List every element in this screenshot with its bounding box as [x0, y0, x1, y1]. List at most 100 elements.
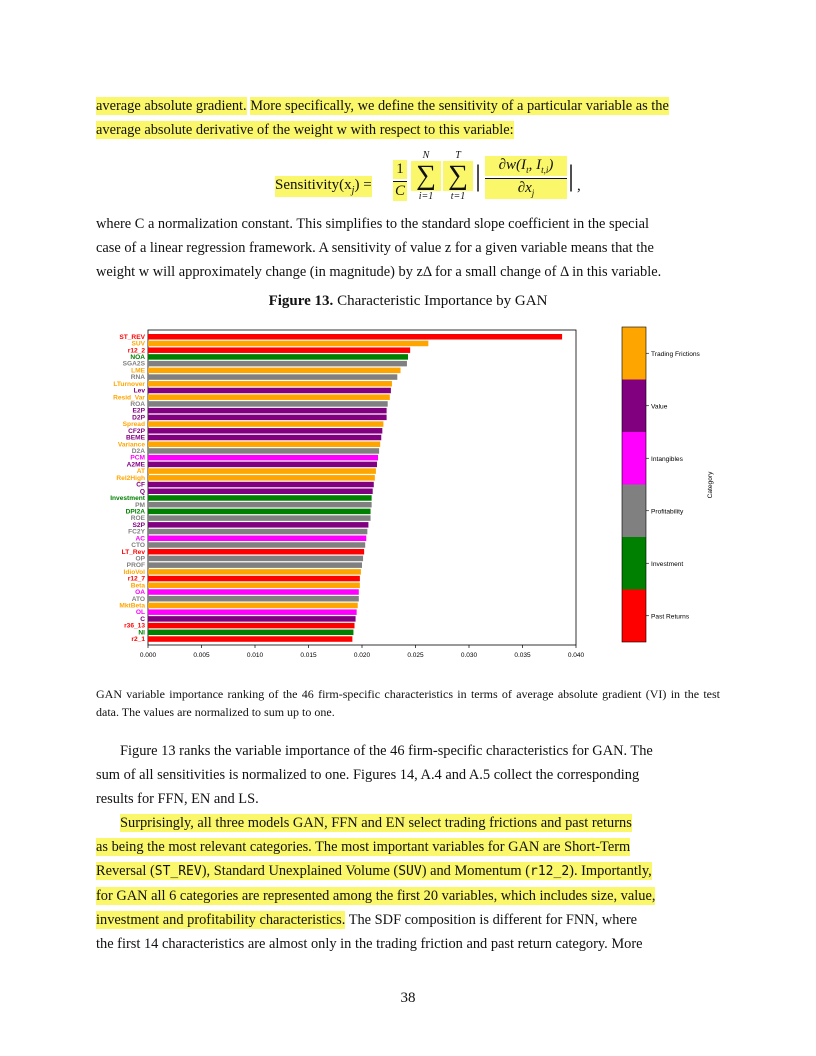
bar-label: D2P — [132, 414, 145, 421]
bottom-paragraph-2: Surprisingly, all three models GAN, FFN … — [96, 811, 720, 956]
equation-lhs: Sensitivity(xj) = — [275, 176, 372, 197]
bar-label: ROA — [130, 401, 145, 408]
bar — [148, 475, 375, 481]
sum-i: N ∑ i=1 — [411, 150, 441, 202]
page-number: 38 — [400, 990, 416, 1006]
x-tick-label: 0.025 — [407, 652, 424, 659]
highlight: average absolute gradient. — [96, 97, 247, 115]
bar-label: Investment — [110, 495, 146, 502]
bar-label: ST_REV — [119, 334, 145, 341]
x-tick-label: 0.040 — [568, 652, 585, 659]
bar-label: S2P — [133, 522, 146, 529]
text-line: sum of all sensitivities is normalized t… — [96, 767, 640, 783]
bar-label: DPI2A — [126, 508, 146, 515]
bar-label: LTurnover — [113, 381, 145, 388]
bar — [148, 636, 353, 642]
colorbar-label: Trading Frictions — [651, 351, 701, 358]
bar-label: r2_1 — [131, 636, 145, 643]
bar — [148, 461, 377, 468]
bar-label: OL — [136, 609, 145, 616]
bar — [148, 374, 398, 380]
colorbar-segment — [622, 432, 646, 485]
x-tick-label: 0.030 — [461, 652, 478, 659]
abs-bar-right: | — [568, 159, 575, 192]
bar — [148, 488, 373, 495]
bar — [148, 569, 361, 575]
highlight: Surprisingly, all three models GAN, FFN … — [120, 814, 632, 832]
bar — [148, 421, 384, 427]
bar-label: ROE — [131, 515, 146, 522]
bar — [148, 387, 391, 394]
bar-label: MktBeta — [119, 603, 145, 610]
bar — [148, 528, 368, 535]
bar — [148, 548, 365, 555]
bar-label: LME — [131, 367, 146, 374]
bar — [148, 354, 409, 360]
sensitivity-equation: Sensitivity(xj) = 1 C N ∑ i=1 T ∑ t=1 | … — [275, 150, 581, 220]
bar-label: r12_7 — [128, 576, 146, 583]
bar — [148, 589, 359, 595]
colorbar-title: Category — [707, 471, 714, 498]
bar-label: Lev — [134, 388, 146, 395]
colorbar-segment — [622, 589, 646, 642]
bottom-paragraph-1: Figure 13 ranks the variable importance … — [96, 739, 720, 811]
colorbar-frame — [621, 326, 647, 643]
highlight: for GAN all 6 categories are represented… — [96, 887, 656, 905]
x-tick-label: 0.005 — [193, 652, 210, 659]
bar — [148, 542, 366, 548]
bar — [148, 360, 407, 367]
colorbar-label: Intangibles — [651, 456, 684, 463]
bar — [148, 401, 388, 407]
bar-label: Q — [140, 488, 145, 495]
bar-label: AT — [137, 468, 145, 475]
bar — [148, 609, 357, 615]
bar — [148, 381, 392, 387]
bar-label: PROF — [127, 562, 145, 569]
bar-label: OP — [135, 556, 145, 563]
bar — [148, 575, 360, 582]
bar-label: r12_2 — [128, 347, 146, 354]
colorbar-segment — [622, 327, 646, 380]
figure-caption: GAN variable importance ranking of the 4… — [96, 687, 720, 719]
bar-label: r36_13 — [124, 623, 145, 630]
text-line: results for FFN, EN and LS. — [96, 791, 259, 807]
category-colorbar: Trading Frictions Value Intangibles Profita… — [620, 325, 720, 649]
bar-label: NOA — [130, 354, 145, 361]
bar-label: Rel2High — [116, 475, 145, 482]
bar-label: LT_Rev — [122, 549, 146, 556]
bar-label: D2A — [132, 448, 145, 455]
top-paragraph: average absolute gradient. More specific… — [96, 94, 720, 142]
bar-label: Spread — [123, 421, 145, 428]
bar — [148, 394, 390, 400]
bar — [148, 515, 371, 521]
fraction: 1 C — [393, 160, 407, 201]
colorbar-label: Past Returns — [651, 613, 690, 620]
bar-label: A2ME — [127, 461, 146, 468]
text-line: weight w will approximately change (in m… — [96, 264, 662, 280]
bar — [148, 629, 354, 636]
highlight: investment and profitability characteris… — [96, 911, 346, 929]
highlight: Reversal (ST_REV), Standard Unexplained … — [96, 862, 652, 880]
bar — [148, 468, 376, 474]
bar — [148, 495, 372, 501]
colorbar-label: Investment — [651, 561, 683, 568]
bar-label: FC2Y — [128, 529, 145, 536]
x-tick-label: 0.020 — [354, 652, 371, 659]
abs-bar-left: | — [475, 159, 482, 192]
bar-label: NI — [138, 629, 145, 636]
sum-t: T ∑ t=1 — [443, 150, 473, 202]
equation-comma: , — [577, 178, 581, 194]
bar-label: OA — [135, 589, 145, 596]
highlight: as being the most relevant categories. T… — [96, 838, 631, 856]
bar — [148, 428, 383, 434]
bar-label: BEME — [126, 435, 146, 442]
bar-label: CTO — [131, 542, 145, 549]
bar — [148, 414, 387, 421]
bar-label: IdioVol — [124, 569, 146, 576]
bar — [148, 454, 379, 461]
bar — [148, 434, 382, 441]
bar — [148, 334, 563, 340]
bar-label: AC — [135, 535, 145, 542]
bar — [148, 555, 364, 562]
bar-label: Resid_Var — [113, 394, 145, 401]
